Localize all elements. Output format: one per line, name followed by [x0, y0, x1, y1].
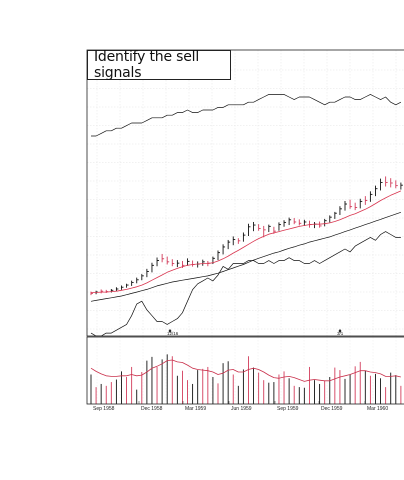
price-panel [90, 94, 403, 336]
gridlines [87, 50, 404, 404]
volume-panel-border [86, 336, 404, 405]
x-tick-label: Mar 1959 [185, 406, 206, 412]
axis-labels: Sep 1958 Dec 1958 Mar 1959 Jun 1959 Sep 1959… [90, 329, 388, 412]
x-tick-label: Sep 1958 [93, 406, 115, 412]
chart-title-box: Identify the sell signals [87, 49, 231, 81]
red-moving-average-line [91, 190, 402, 293]
x-tick-label: Dec 1958 [141, 406, 163, 412]
event-marker-label: 12/16 [167, 331, 179, 336]
x-tick-label: Dec 1959 [321, 406, 343, 412]
x-tick-label: Sep 1959 [277, 406, 299, 412]
black-moving-average-line [90, 211, 402, 302]
x-tick-label: Jun 1959 [231, 406, 252, 412]
lower-indicator-line [90, 231, 401, 336]
event-marker-icon [338, 329, 342, 333]
volume-panel [90, 354, 402, 404]
relative-strength-line [91, 94, 402, 137]
chart-frame [86, 49, 404, 405]
event-marker-icon [168, 329, 172, 333]
x-tick-label: Mar 1960 [367, 406, 388, 412]
volume-moving-average-line [90, 359, 401, 382]
chart-title: Identify the sell signals [94, 49, 200, 81]
price-panel-border [86, 49, 404, 337]
event-marker-label: 3/1 [337, 331, 344, 336]
